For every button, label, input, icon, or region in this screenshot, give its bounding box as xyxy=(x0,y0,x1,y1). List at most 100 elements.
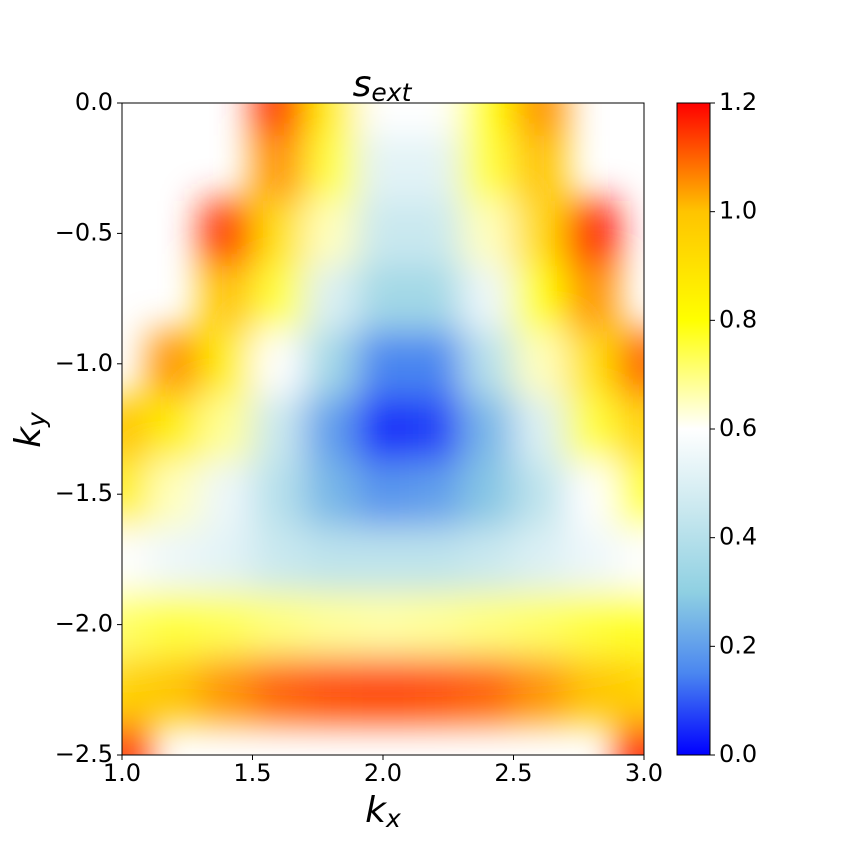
heatmap-cell xyxy=(409,103,462,137)
heatmap-cell xyxy=(461,396,514,463)
heatmap-cell xyxy=(200,657,253,723)
heatmap-cell xyxy=(122,396,149,463)
heatmap-cell xyxy=(409,135,462,202)
heatmap-cell xyxy=(565,592,619,658)
heatmap-cell xyxy=(565,461,619,528)
heatmap-cell xyxy=(356,135,410,202)
heatmap-cell xyxy=(513,331,567,397)
heatmap-cell xyxy=(122,526,149,593)
heatmap-cell xyxy=(304,526,358,593)
heatmap-cell xyxy=(148,396,201,463)
y-tick-label: 0.0 xyxy=(75,88,113,116)
heatmap-cell xyxy=(304,135,358,202)
heatmap-cell xyxy=(252,592,306,658)
heatmap-cell xyxy=(252,103,306,137)
heatmap-cell xyxy=(200,461,253,528)
colorbar-tick-label: 0.8 xyxy=(719,305,757,333)
heatmap-cell xyxy=(513,103,567,137)
colorbar xyxy=(676,102,711,756)
colorbar-tick-label: 0.6 xyxy=(719,414,757,442)
x-tick-label: 3.0 xyxy=(625,759,663,787)
colorbar-tick-label: 1.2 xyxy=(719,88,757,116)
y-tick-label: −0.5 xyxy=(55,218,113,246)
x-label-main: k xyxy=(365,790,388,831)
heatmap-cell xyxy=(513,526,567,593)
y-tick-label: −2.0 xyxy=(55,610,113,638)
heatmap-cell xyxy=(304,461,358,528)
heatmap-cell xyxy=(565,396,619,463)
heatmap-cell xyxy=(409,592,462,658)
heatmap-cell xyxy=(513,396,567,463)
heatmap-cell xyxy=(409,396,462,463)
x-label-subscript: x xyxy=(385,804,401,833)
heatmap-cell xyxy=(356,657,410,723)
title-subscript: ext xyxy=(371,78,412,107)
heatmap-cell xyxy=(356,266,410,332)
colorbar-tick-label: 0.4 xyxy=(719,523,757,551)
y-label-subscript: y xyxy=(22,411,51,428)
heatmap-cell xyxy=(200,200,253,267)
title-main: s xyxy=(353,64,372,105)
heatmap-cell xyxy=(200,396,253,463)
y-label-main: k xyxy=(8,425,49,448)
y-tick-label: −1.5 xyxy=(55,479,113,507)
heatmap-cell xyxy=(513,592,567,658)
heatmap-cell xyxy=(513,266,567,332)
heatmap-cell xyxy=(513,461,567,528)
colorbar-tick-label: 1.0 xyxy=(719,197,757,225)
heatmap-cell xyxy=(617,331,644,397)
heatmap-cell xyxy=(409,657,462,723)
heatmap-cell xyxy=(461,657,514,723)
heatmap-cell xyxy=(122,722,149,755)
heatmap-cell xyxy=(148,461,201,528)
heatmap-cell xyxy=(252,266,306,332)
heatmap-cell xyxy=(461,592,514,658)
heatmap-cell xyxy=(122,657,149,723)
heatmap-cell xyxy=(304,331,358,397)
heatmap-cell xyxy=(356,331,410,397)
heatmap-cell xyxy=(617,722,644,755)
heatmap-cell xyxy=(252,331,306,397)
heatmap-cell xyxy=(148,331,201,397)
heatmap-cell xyxy=(409,526,462,593)
heatmap-cell xyxy=(461,331,514,397)
heatmap-cell xyxy=(565,200,619,267)
heatmap-cell xyxy=(200,331,253,397)
y-axis-label: ky xyxy=(8,411,51,448)
heatmap-cell xyxy=(565,266,619,332)
heatmap-cell xyxy=(617,657,644,723)
heatmap-cell xyxy=(617,592,644,658)
x-tick-label: 2.0 xyxy=(364,759,402,787)
x-tick-label: 2.5 xyxy=(494,759,532,787)
chart-title: sext xyxy=(353,64,413,107)
heatmap-cell xyxy=(304,103,358,137)
heatmap-cell xyxy=(304,657,358,723)
y-tick-label: −1.0 xyxy=(55,349,113,377)
heatmap-cell xyxy=(252,461,306,528)
heatmap-cell xyxy=(304,592,358,658)
heatmap-cell xyxy=(409,461,462,528)
heatmap-cell xyxy=(148,592,201,658)
heatmap-cell xyxy=(356,396,410,463)
heatmap-cell xyxy=(565,526,619,593)
x-axis-label: kx xyxy=(365,790,401,833)
y-tick-label: −2.5 xyxy=(55,740,113,768)
heatmap-cell xyxy=(513,135,567,202)
heatmap-cell xyxy=(617,526,644,593)
heatmap-cell xyxy=(148,657,201,723)
colorbar-tick-label: 0.2 xyxy=(719,631,757,659)
heatmap-cell xyxy=(409,331,462,397)
heatmap-cell xyxy=(200,526,253,593)
heatmap-area xyxy=(122,103,644,755)
heatmap-cell xyxy=(252,396,306,463)
heatmap-cell xyxy=(461,526,514,593)
heatmap-cell xyxy=(461,135,514,202)
heatmap-cell xyxy=(513,657,567,723)
heatmap-cell xyxy=(409,200,462,267)
heatmap-cell xyxy=(356,103,410,137)
colorbar-tick-label: 0.0 xyxy=(719,740,757,768)
heatmap-cell xyxy=(304,200,358,267)
heatmap-cell xyxy=(356,526,410,593)
heatmap-cell xyxy=(461,200,514,267)
heatmap-cell xyxy=(617,461,644,528)
